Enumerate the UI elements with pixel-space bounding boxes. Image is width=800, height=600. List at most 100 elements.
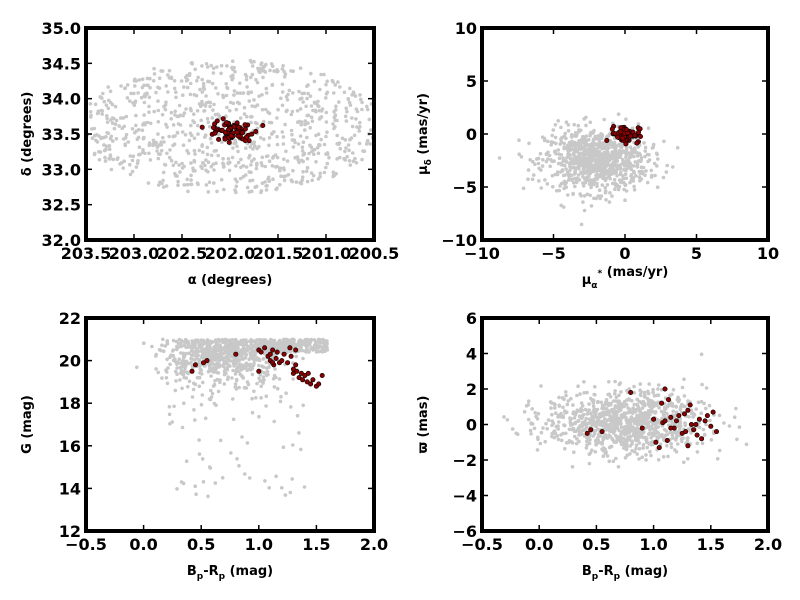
field-point bbox=[608, 156, 612, 160]
field-point bbox=[152, 140, 156, 144]
field-point bbox=[594, 136, 599, 141]
field-point bbox=[646, 391, 651, 396]
y-tick-label: 33.5 bbox=[42, 125, 81, 144]
field-point bbox=[585, 390, 589, 395]
field-point bbox=[255, 381, 259, 386]
field-point bbox=[559, 433, 563, 437]
field-point bbox=[98, 95, 103, 99]
field-point bbox=[632, 188, 637, 192]
field-point bbox=[142, 83, 146, 88]
field-point bbox=[543, 439, 547, 444]
field-point bbox=[598, 165, 603, 170]
field-point bbox=[232, 141, 236, 146]
field-point bbox=[257, 363, 261, 368]
field-point bbox=[319, 72, 323, 77]
field-point bbox=[192, 136, 197, 140]
field-point bbox=[354, 117, 358, 121]
field-point bbox=[165, 381, 170, 386]
field-point bbox=[119, 84, 123, 88]
field-point bbox=[190, 62, 195, 66]
member-point bbox=[228, 133, 234, 139]
field-point bbox=[252, 98, 256, 102]
field-point bbox=[121, 166, 125, 170]
field-point bbox=[204, 348, 208, 352]
field-point bbox=[649, 424, 654, 429]
field-point bbox=[324, 82, 328, 87]
field-point bbox=[613, 416, 618, 420]
y-tick-label: 34.0 bbox=[42, 90, 81, 109]
field-point bbox=[325, 79, 330, 84]
field-point bbox=[142, 341, 146, 346]
field-point bbox=[556, 161, 561, 166]
field-point bbox=[289, 128, 294, 133]
field-point bbox=[584, 134, 589, 138]
field-point bbox=[190, 348, 194, 353]
field-point bbox=[732, 415, 737, 420]
field-point bbox=[577, 155, 582, 159]
field-point bbox=[208, 104, 212, 109]
field-point bbox=[611, 171, 615, 176]
field-point bbox=[351, 151, 355, 155]
field-point bbox=[169, 158, 174, 163]
field-point bbox=[344, 146, 348, 150]
field-point bbox=[343, 138, 348, 142]
field-point bbox=[554, 411, 558, 416]
field-point bbox=[185, 182, 190, 187]
field-point bbox=[562, 423, 566, 427]
field-point bbox=[189, 182, 194, 187]
field-point bbox=[296, 158, 301, 162]
field-point bbox=[554, 141, 558, 146]
field-point bbox=[589, 396, 593, 401]
field-point bbox=[319, 137, 323, 142]
field-point bbox=[599, 194, 604, 198]
field-point bbox=[257, 414, 261, 419]
field-point bbox=[298, 107, 303, 111]
field-point bbox=[629, 173, 634, 177]
field-point bbox=[607, 410, 612, 415]
field-point bbox=[602, 117, 606, 122]
field-point bbox=[230, 59, 235, 63]
field-point bbox=[262, 371, 267, 375]
field-point bbox=[184, 359, 189, 364]
field-point bbox=[245, 441, 250, 445]
field-point bbox=[589, 204, 594, 208]
member-point bbox=[243, 134, 249, 140]
field-point bbox=[123, 86, 127, 91]
field-point bbox=[700, 441, 705, 446]
field-point bbox=[665, 443, 669, 448]
field-point bbox=[311, 173, 316, 178]
field-point bbox=[275, 164, 280, 169]
field-point bbox=[182, 355, 186, 360]
field-point bbox=[156, 370, 160, 375]
field-point bbox=[727, 424, 732, 428]
field-point bbox=[175, 372, 179, 377]
field-point bbox=[122, 124, 126, 129]
y-tick-label: −6 bbox=[452, 522, 477, 541]
field-point bbox=[687, 415, 691, 419]
field-point bbox=[210, 81, 215, 86]
field-point bbox=[161, 337, 165, 342]
field-point bbox=[612, 440, 617, 444]
field-point bbox=[272, 419, 277, 424]
field-point bbox=[334, 171, 338, 176]
field-point bbox=[309, 115, 314, 120]
member-point bbox=[623, 141, 629, 147]
field-point bbox=[302, 342, 306, 347]
field-point bbox=[560, 169, 565, 173]
member-point bbox=[293, 347, 299, 353]
field-point bbox=[250, 159, 254, 163]
field-point bbox=[537, 179, 541, 183]
field-point bbox=[561, 205, 566, 209]
member-point bbox=[665, 397, 671, 403]
member-point bbox=[267, 351, 273, 357]
field-point bbox=[599, 400, 604, 405]
field-point bbox=[284, 391, 288, 396]
field-point bbox=[579, 406, 583, 411]
field-point bbox=[317, 108, 322, 113]
field-point bbox=[250, 372, 255, 377]
field-point bbox=[252, 361, 256, 366]
field-point bbox=[722, 421, 726, 425]
field-point bbox=[137, 127, 141, 132]
field-point bbox=[111, 139, 115, 143]
